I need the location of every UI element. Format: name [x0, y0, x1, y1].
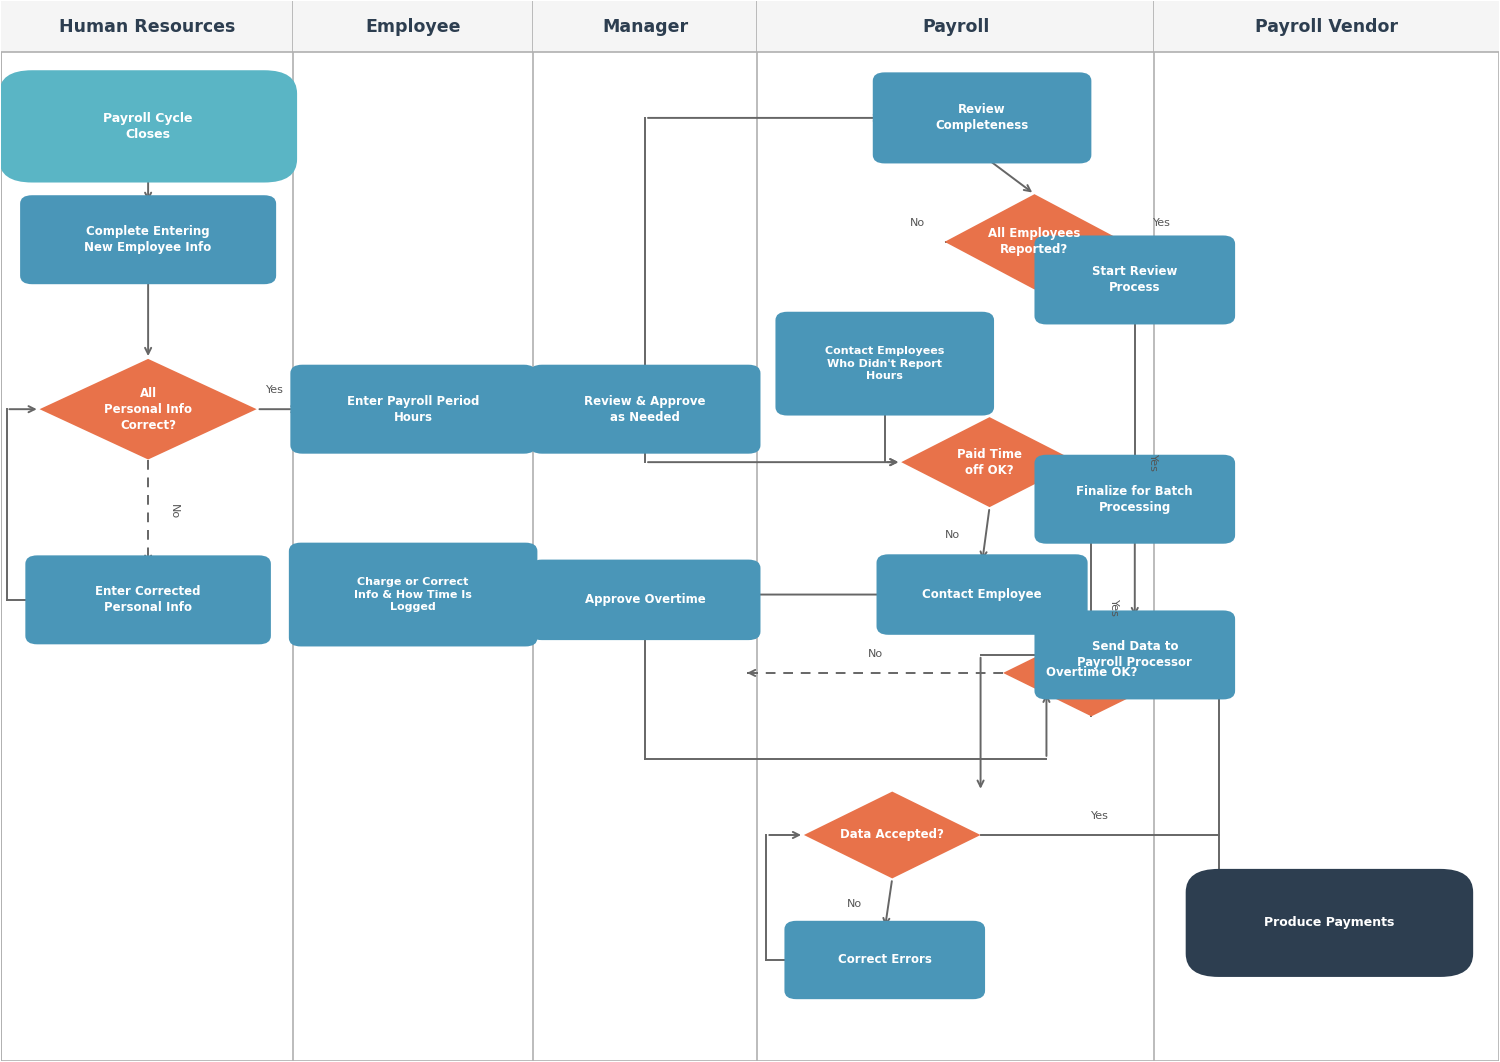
Text: Human Resources: Human Resources: [58, 18, 236, 36]
Text: Yes: Yes: [1108, 599, 1119, 617]
FancyBboxPatch shape: [1185, 869, 1473, 977]
Text: No: No: [847, 898, 862, 909]
Text: All
Personal Info
Correct?: All Personal Info Correct?: [104, 387, 192, 431]
Text: Charge or Correct
Info & How Time Is
Logged: Charge or Correct Info & How Time Is Log…: [354, 577, 472, 612]
Text: Contact Employees
Who Didn't Report
Hours: Contact Employees Who Didn't Report Hour…: [825, 346, 945, 381]
FancyBboxPatch shape: [2, 1, 294, 52]
Text: Yes: Yes: [1154, 218, 1170, 227]
Polygon shape: [39, 359, 256, 460]
FancyBboxPatch shape: [876, 554, 1088, 635]
Text: Yes: Yes: [266, 386, 284, 395]
FancyBboxPatch shape: [20, 195, 276, 285]
FancyBboxPatch shape: [0, 70, 297, 183]
Text: Payroll Cycle
Closes: Payroll Cycle Closes: [104, 112, 194, 141]
Text: Paid Time
off OK?: Paid Time off OK?: [957, 448, 1022, 477]
Text: Enter Corrected
Personal Info: Enter Corrected Personal Info: [96, 585, 201, 614]
Text: Overtime OK?: Overtime OK?: [1046, 667, 1137, 680]
Text: Yes: Yes: [1090, 811, 1108, 821]
Text: Yes: Yes: [1148, 453, 1158, 472]
Text: No: No: [910, 218, 926, 227]
FancyBboxPatch shape: [290, 543, 537, 647]
Text: Contact Employee: Contact Employee: [922, 588, 1042, 601]
Text: Data Accepted?: Data Accepted?: [840, 828, 944, 841]
FancyBboxPatch shape: [530, 560, 760, 640]
Text: Payroll Vendor: Payroll Vendor: [1256, 18, 1398, 36]
Text: Complete Entering
New Employee Info: Complete Entering New Employee Info: [84, 225, 212, 254]
Text: All Employees
Reported?: All Employees Reported?: [988, 227, 1080, 256]
Text: No: No: [945, 530, 960, 539]
Polygon shape: [804, 791, 981, 878]
Text: Correct Errors: Correct Errors: [839, 954, 932, 966]
FancyBboxPatch shape: [1035, 611, 1234, 700]
Text: Enter Payroll Period
Hours: Enter Payroll Period Hours: [346, 395, 480, 424]
Text: Approve Overtime: Approve Overtime: [585, 594, 705, 606]
Text: Produce Payments: Produce Payments: [1264, 917, 1395, 929]
Text: Start Review
Process: Start Review Process: [1092, 266, 1178, 294]
FancyBboxPatch shape: [291, 364, 536, 453]
Text: Review & Approve
as Needed: Review & Approve as Needed: [585, 395, 706, 424]
Text: Send Data to
Payroll Processor: Send Data to Payroll Processor: [1077, 640, 1192, 669]
FancyBboxPatch shape: [26, 555, 272, 645]
Polygon shape: [902, 417, 1078, 508]
FancyBboxPatch shape: [532, 1, 758, 52]
FancyBboxPatch shape: [294, 1, 532, 52]
Text: Employee: Employee: [366, 18, 460, 36]
FancyBboxPatch shape: [873, 72, 1092, 164]
FancyBboxPatch shape: [1035, 236, 1234, 325]
FancyBboxPatch shape: [1155, 1, 1498, 52]
FancyBboxPatch shape: [776, 312, 994, 415]
Polygon shape: [945, 194, 1125, 290]
Polygon shape: [1004, 630, 1179, 717]
Text: No: No: [868, 649, 883, 658]
Text: Review
Completeness: Review Completeness: [936, 103, 1029, 133]
FancyBboxPatch shape: [1035, 455, 1234, 544]
Text: No: No: [168, 504, 178, 519]
Text: Manager: Manager: [602, 18, 688, 36]
Text: Finalize for Batch
Processing: Finalize for Batch Processing: [1077, 484, 1192, 514]
FancyBboxPatch shape: [758, 1, 1155, 52]
FancyBboxPatch shape: [530, 364, 760, 453]
Text: Payroll: Payroll: [922, 18, 990, 36]
FancyBboxPatch shape: [784, 921, 986, 999]
